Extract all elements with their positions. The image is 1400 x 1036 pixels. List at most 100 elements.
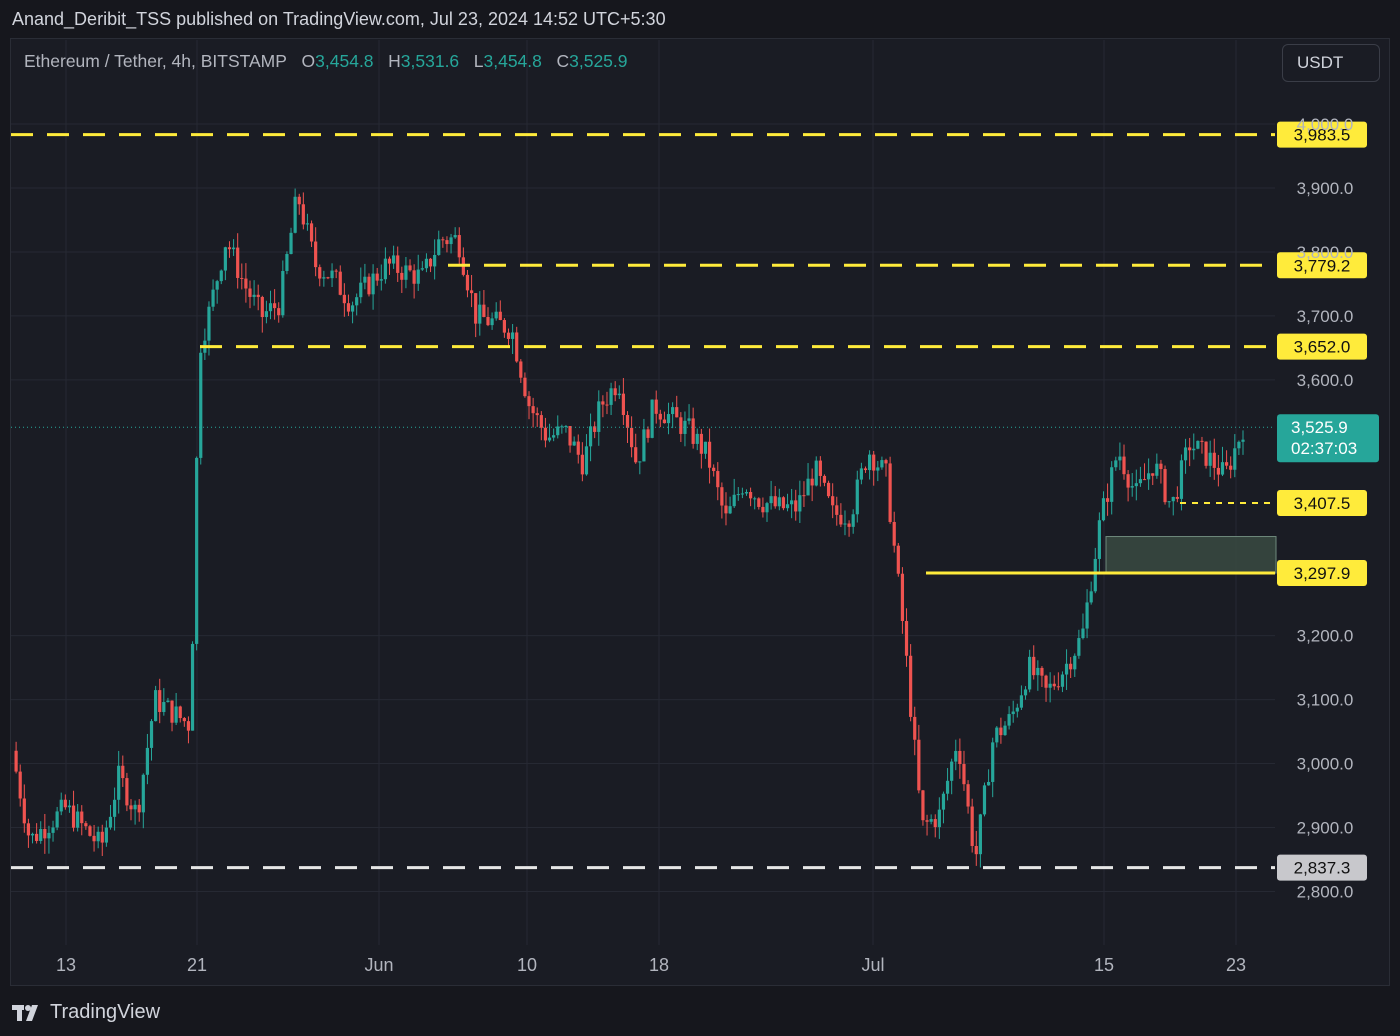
candle-body [1142,479,1147,481]
candle-body [843,523,847,525]
candle-body [560,426,564,428]
candle-body [1233,448,1237,470]
price-tick-label: 2,900.0 [1297,819,1354,838]
candle-body [720,487,724,506]
candle-body [162,702,166,713]
symbol-legend: Ethereum / Tether, 4h, BITSTAMP O3,454.8… [24,51,628,72]
candle-body [47,832,51,839]
low-label: L [473,51,484,71]
candle-body [699,433,703,454]
candle-body [494,311,498,319]
candle-body [547,437,552,441]
candle-body [498,311,502,321]
candle-body [1040,667,1044,676]
candle-body [790,500,794,505]
candle-body [732,494,736,507]
candle-body [904,621,909,656]
candle-body [35,833,39,841]
candle-body [1171,496,1175,502]
candle-body [945,780,950,794]
candle-body [100,831,104,843]
candle-body [695,433,699,444]
level-price-label: 3,779.2 [1294,256,1351,275]
candle-body [1015,707,1019,712]
candle-body [728,506,732,514]
candle-body [1167,501,1171,503]
candle-body [925,820,929,822]
candle-body [687,418,691,421]
demand-zone [1105,536,1277,574]
open-value: 3,454.8 [315,51,374,71]
candle-body [1077,638,1081,656]
candle-body [129,805,133,810]
level-price-badge [1277,854,1367,881]
candle-body [847,523,851,527]
candle-body [679,417,683,434]
candle-body [613,388,617,396]
candle-body [334,270,338,272]
candle-body [166,700,170,703]
candle-body [761,506,765,513]
candle-body [1019,695,1024,708]
candle-body [995,727,999,743]
candle-body [691,418,695,444]
candle-body [112,799,117,817]
candle-body [396,255,400,273]
time-tick-label: Jun [364,955,393,975]
candle-body [1032,656,1036,676]
candle-body [913,716,917,740]
publish-line: Anand_Deribit_TSS published on TradingVi… [12,9,666,29]
candle-body [22,798,26,824]
candle-body [794,500,798,512]
candle-body [593,426,597,432]
candle-body [962,764,966,785]
candle-body [379,279,383,281]
candle-body [141,774,145,813]
open-label: O [301,51,316,71]
candle-body [117,765,121,800]
candle-body [826,482,831,497]
candle-body [322,277,326,279]
candle-body [642,429,646,462]
candle-body [1163,469,1167,503]
candle-body [999,727,1003,736]
candle-body [625,414,630,428]
candle-body [859,468,863,480]
level-price-badge [1277,121,1367,148]
candle-body [346,303,351,312]
candle-body [104,827,108,843]
price-tick-label: 3,100.0 [1297,691,1354,710]
candle-body [350,305,355,312]
candle-body [802,495,806,497]
candle-body [851,514,855,527]
candle-body [597,401,601,432]
candle-body [108,816,113,828]
candle-body [621,393,625,415]
candle-body [51,827,55,833]
candle-body [798,495,802,512]
candle-body [986,781,991,786]
candle-body [552,435,556,438]
candle-body [88,826,92,836]
candle-body [84,823,88,827]
candle-body [260,296,264,318]
candle-body [666,414,671,424]
candle-body [523,377,527,397]
candle-body [252,294,256,297]
tradingview-logo[interactable]: TradingView [12,1001,160,1024]
candle-body [1151,473,1155,476]
candle-body [1126,474,1130,488]
currency-button[interactable]: USDT [1282,44,1380,82]
candle-body [256,294,260,297]
candle-body [1192,448,1196,451]
candle-body [1188,447,1192,451]
candle-body [170,700,174,723]
candle-body [338,271,342,295]
candle-body [55,811,59,828]
candle-body [26,823,31,836]
candle-body [1105,498,1110,502]
price-tick-label-hidden: 3,800.0 [1297,243,1354,262]
candle-body [601,401,605,405]
candle-body [683,420,687,434]
